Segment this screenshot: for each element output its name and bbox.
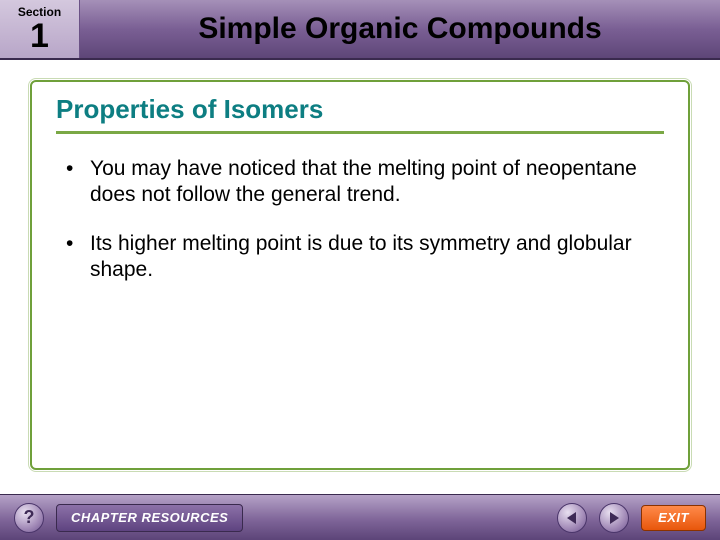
help-button[interactable]: ? <box>14 503 44 533</box>
content-frame: Properties of Isomers You may have notic… <box>30 80 690 470</box>
bullet-list: You may have noticed that the melting po… <box>56 156 664 283</box>
next-button[interactable] <box>599 503 629 533</box>
bullet-item: Its higher melting point is due to its s… <box>66 231 664 284</box>
bullet-item: You may have noticed that the melting po… <box>66 156 664 209</box>
slide: Section 1 Simple Organic Compounds Prope… <box>0 0 720 540</box>
chapter-resources-label: CHAPTER RESOURCES <box>71 510 228 525</box>
chapter-resources-button[interactable]: CHAPTER RESOURCES <box>56 504 243 532</box>
chapter-title: Simple Organic Compounds <box>80 0 720 58</box>
prev-button[interactable] <box>557 503 587 533</box>
help-icon: ? <box>24 507 35 528</box>
triangle-left-icon <box>566 511 578 525</box>
section-number: 1 <box>30 19 49 53</box>
footer-bar: ? CHAPTER RESOURCES EXIT <box>0 494 720 540</box>
exit-button[interactable]: EXIT <box>641 505 706 531</box>
triangle-right-icon <box>608 511 620 525</box>
slide-title: Properties of Isomers <box>56 94 664 134</box>
exit-label: EXIT <box>658 510 689 525</box>
header-bar: Section 1 Simple Organic Compounds <box>0 0 720 60</box>
section-box: Section 1 <box>0 0 80 58</box>
